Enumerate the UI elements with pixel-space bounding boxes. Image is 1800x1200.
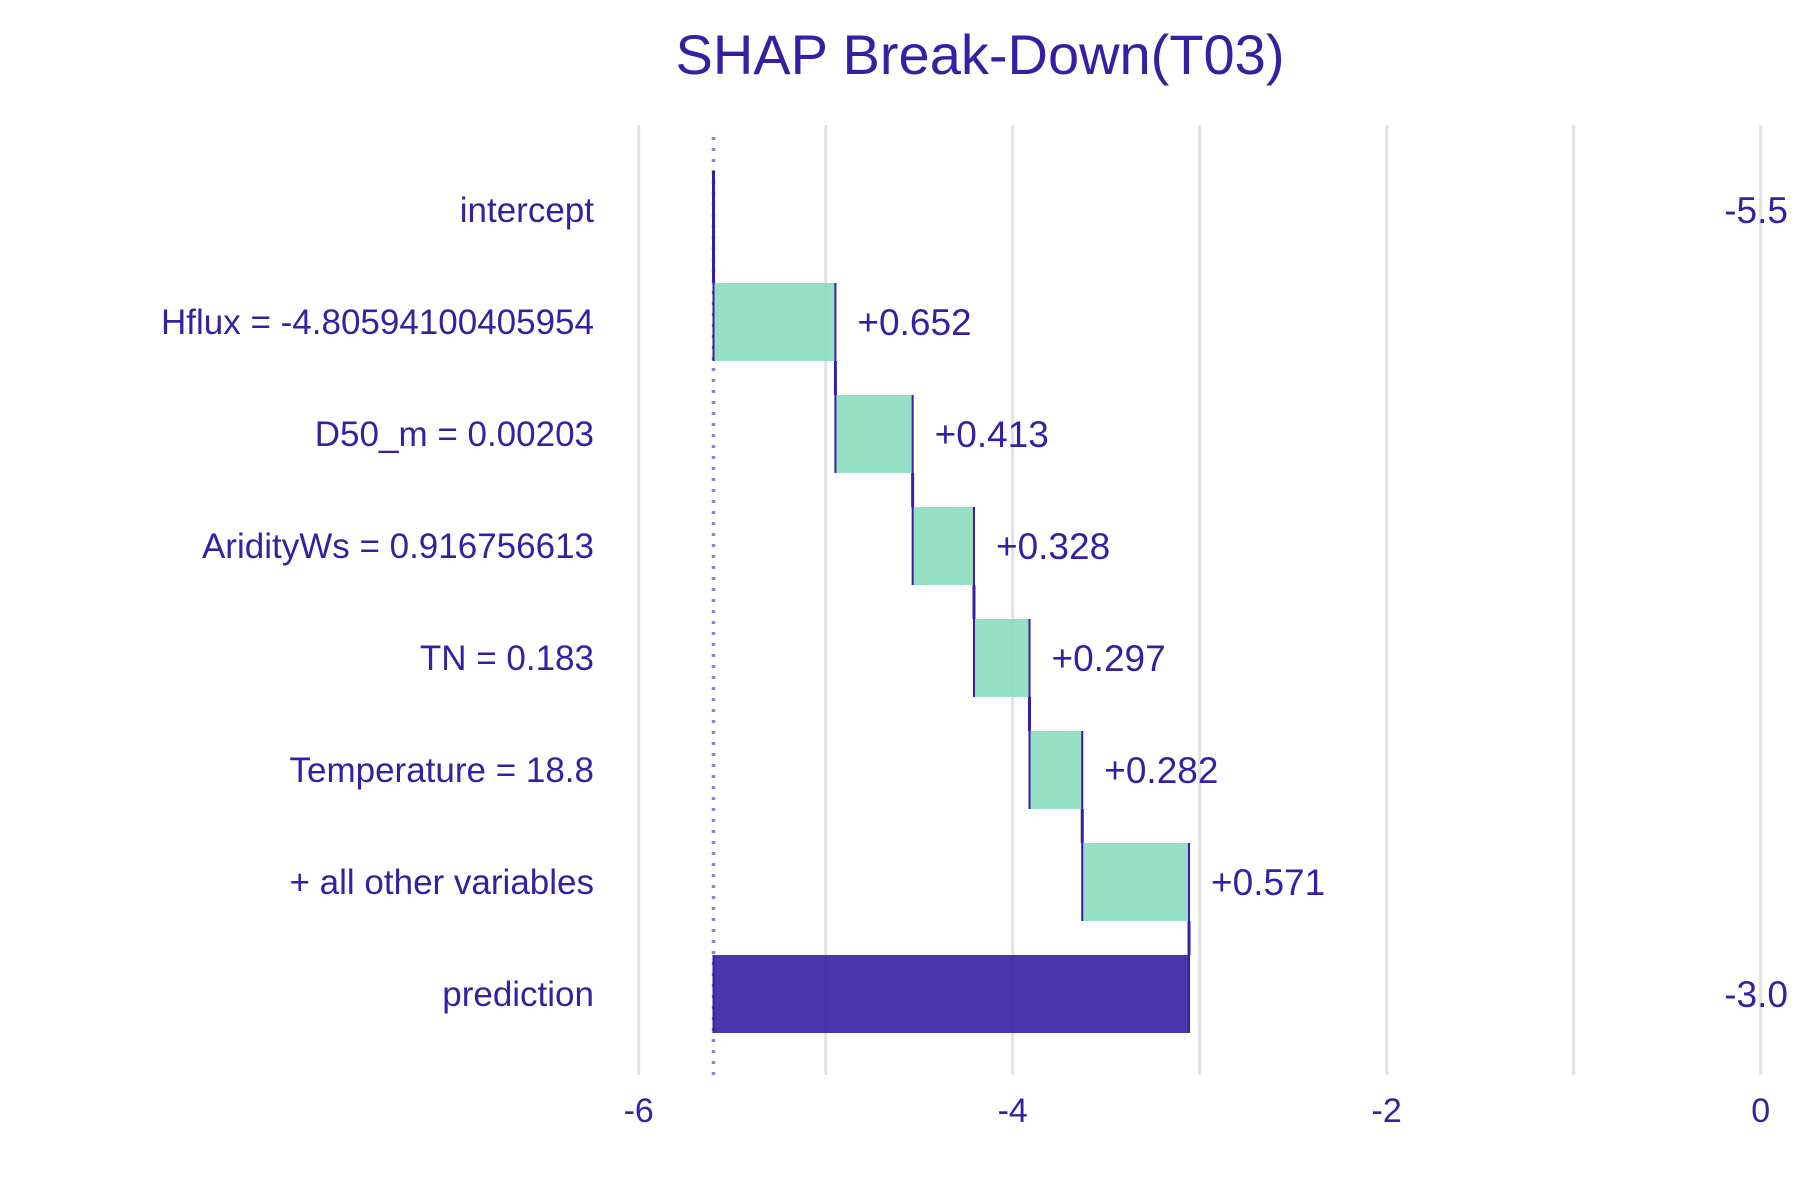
x-tick-label: 0 [1751, 1092, 1770, 1130]
row-label: AridityWs = 0.916756613 [202, 527, 594, 566]
value-label: -5.5 [1724, 190, 1788, 231]
value-label: -3.0 [1724, 974, 1788, 1015]
value-label: +0.282 [1104, 750, 1218, 791]
value-label: +0.571 [1211, 862, 1325, 903]
contribution-bar [973, 619, 1030, 697]
contribution-bar [912, 507, 974, 585]
row-label: + all other variables [290, 863, 594, 902]
value-label: +0.297 [1052, 638, 1166, 679]
x-tick-label: -4 [998, 1092, 1028, 1130]
row-label: TN = 0.183 [420, 639, 594, 678]
row-label: prediction [442, 975, 594, 1014]
value-label: +0.413 [935, 414, 1049, 455]
x-axis-ticks: -6 -4 -2 0 [624, 1092, 1771, 1130]
chart-title: SHAP Break-Down(T03) [676, 23, 1285, 86]
value-label: +0.328 [996, 526, 1110, 567]
row-labels: intercept Hflux = -4.80594100405954 D50_m … [161, 191, 594, 1014]
grid-lines [637, 125, 1763, 1075]
value-labels: -5.5 +0.652 +0.413 +0.328 +0.297 +0.282 +0.571… [857, 190, 1788, 1015]
prediction-bar [713, 955, 1190, 1033]
contribution-bar [1082, 843, 1190, 921]
row-label: intercept [460, 191, 595, 230]
row-label: D50_m = 0.00203 [315, 415, 594, 454]
x-tick-label: -6 [624, 1092, 654, 1130]
row-label: Temperature = 18.8 [290, 751, 595, 790]
x-tick-label: -2 [1372, 1092, 1402, 1130]
contribution-bar [713, 283, 836, 361]
contribution-bar [1029, 731, 1083, 809]
value-label: +0.652 [857, 302, 971, 343]
contribution-bar [835, 395, 913, 473]
row-label: Hflux = -4.80594100405954 [161, 303, 594, 342]
bars [711, 171, 1191, 1033]
